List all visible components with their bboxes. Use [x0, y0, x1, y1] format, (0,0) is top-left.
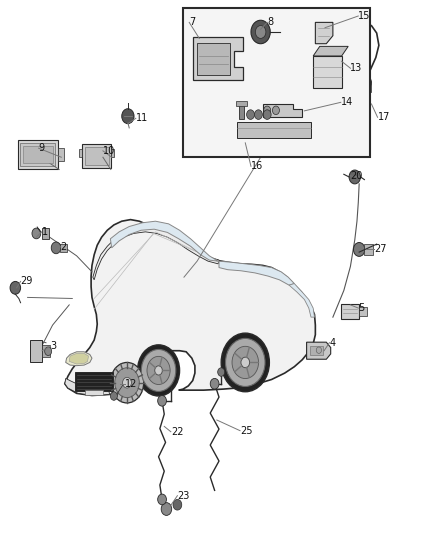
Text: 12: 12 — [125, 379, 137, 389]
Circle shape — [241, 357, 250, 368]
Text: 25: 25 — [240, 426, 253, 435]
Circle shape — [247, 110, 254, 119]
Bar — [341, 304, 359, 319]
Circle shape — [51, 242, 61, 254]
Circle shape — [349, 170, 360, 184]
Text: 20: 20 — [350, 171, 363, 181]
Circle shape — [110, 392, 117, 400]
Bar — [42, 228, 49, 239]
Polygon shape — [65, 220, 315, 395]
Polygon shape — [93, 228, 219, 280]
Bar — [75, 372, 113, 391]
Circle shape — [353, 243, 365, 256]
Circle shape — [147, 357, 170, 384]
Bar — [239, 104, 244, 119]
Polygon shape — [307, 342, 331, 359]
Text: 29: 29 — [21, 277, 33, 286]
Circle shape — [226, 338, 265, 386]
Polygon shape — [313, 46, 348, 56]
Circle shape — [138, 345, 180, 396]
Bar — [111, 149, 114, 157]
Circle shape — [141, 350, 176, 391]
Circle shape — [264, 106, 271, 115]
Text: 5: 5 — [358, 303, 364, 313]
Circle shape — [263, 110, 271, 119]
Text: 11: 11 — [136, 114, 148, 123]
Circle shape — [210, 378, 219, 389]
Bar — [364, 244, 373, 255]
Bar — [310, 346, 323, 355]
Bar — [82, 144, 111, 168]
Polygon shape — [315, 22, 333, 44]
Circle shape — [158, 494, 166, 505]
Circle shape — [45, 347, 52, 356]
Bar — [20, 143, 55, 166]
Bar — [236, 101, 247, 106]
Circle shape — [158, 395, 166, 406]
Circle shape — [155, 366, 162, 375]
Circle shape — [161, 503, 172, 515]
Text: 15: 15 — [358, 11, 371, 21]
Circle shape — [110, 362, 144, 403]
Text: 1: 1 — [42, 227, 48, 237]
Bar — [18, 140, 58, 169]
Bar — [42, 345, 50, 357]
Text: 2: 2 — [60, 242, 67, 252]
Polygon shape — [263, 104, 302, 117]
Polygon shape — [237, 122, 311, 138]
Circle shape — [173, 499, 182, 510]
Polygon shape — [193, 37, 243, 80]
Circle shape — [32, 228, 41, 239]
Bar — [23, 146, 53, 163]
Bar — [79, 149, 82, 157]
Circle shape — [10, 281, 21, 294]
Text: 27: 27 — [374, 245, 387, 254]
Text: 7: 7 — [189, 18, 195, 27]
Text: 14: 14 — [341, 98, 353, 107]
Polygon shape — [65, 378, 110, 395]
Bar — [359, 307, 367, 316]
Polygon shape — [289, 284, 314, 317]
Bar — [60, 244, 67, 252]
Bar — [58, 148, 64, 161]
Polygon shape — [197, 43, 230, 75]
Text: 4: 4 — [329, 338, 336, 348]
Bar — [85, 147, 109, 165]
Circle shape — [355, 35, 365, 48]
Bar — [30, 340, 42, 362]
Text: 16: 16 — [251, 161, 263, 171]
Text: 8: 8 — [267, 18, 273, 27]
Polygon shape — [110, 221, 218, 261]
Polygon shape — [66, 352, 92, 366]
Circle shape — [221, 333, 269, 392]
Bar — [360, 84, 371, 92]
Polygon shape — [69, 353, 88, 364]
Bar — [313, 56, 342, 88]
Bar — [183, 8, 370, 157]
Circle shape — [360, 76, 371, 90]
Circle shape — [254, 110, 262, 119]
Circle shape — [316, 347, 321, 353]
Text: 23: 23 — [177, 491, 190, 500]
Text: 17: 17 — [378, 112, 390, 122]
Text: 13: 13 — [350, 63, 363, 73]
Circle shape — [232, 346, 258, 378]
Bar — [85, 390, 103, 395]
Polygon shape — [219, 261, 294, 285]
Text: 9: 9 — [39, 143, 45, 153]
Circle shape — [251, 20, 270, 44]
Text: 22: 22 — [171, 427, 184, 437]
Circle shape — [272, 106, 279, 115]
Circle shape — [255, 26, 266, 38]
Circle shape — [115, 368, 139, 398]
Circle shape — [218, 368, 225, 376]
Circle shape — [123, 377, 131, 388]
Circle shape — [122, 109, 134, 124]
Text: 3: 3 — [50, 342, 57, 351]
Text: 10: 10 — [103, 146, 115, 156]
